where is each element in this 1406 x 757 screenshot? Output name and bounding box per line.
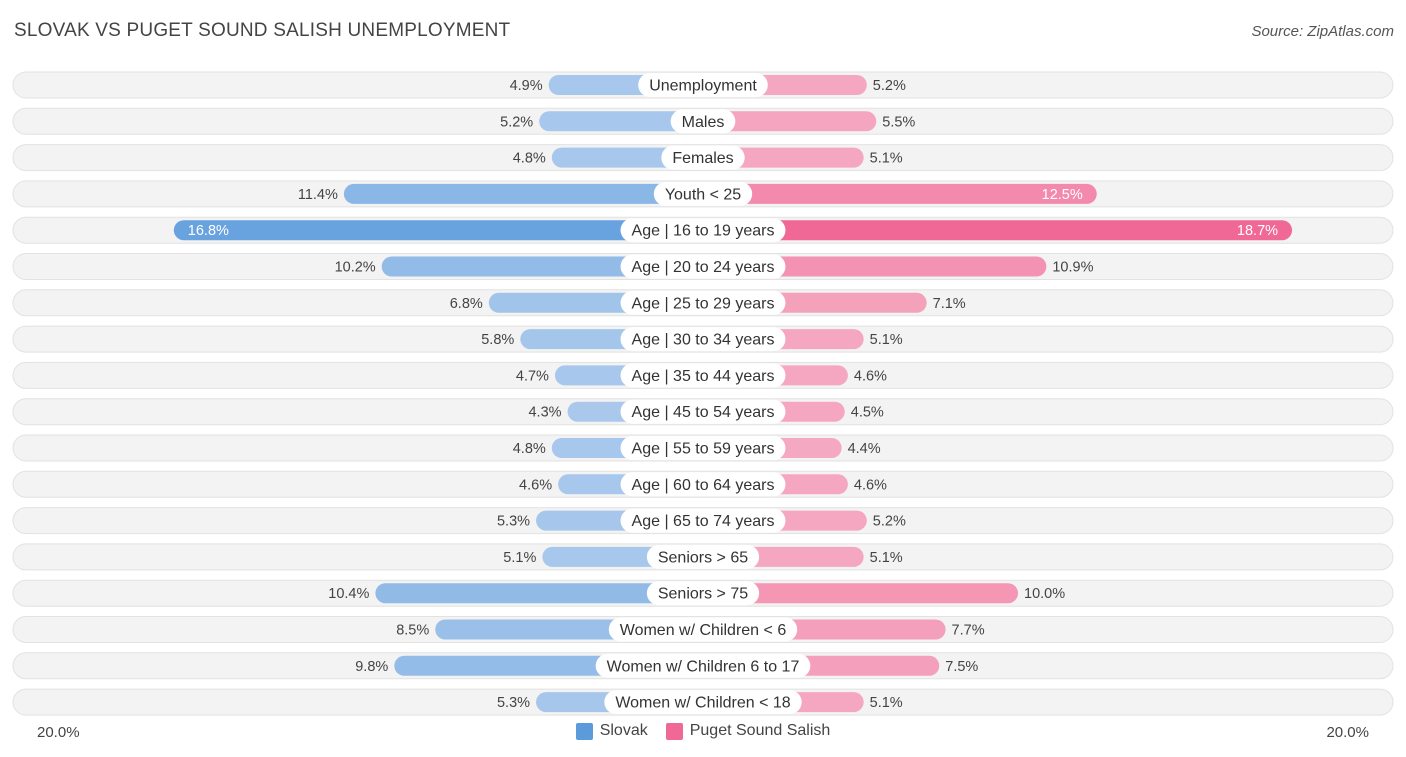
- category-pill-age-30-to-34-years: [620, 327, 786, 352]
- category-label-age-60-to-64-years: Age | 60 to 64 years: [632, 477, 775, 494]
- legend-item-puget-sound-salish[interactable]: Puget Sound Salish: [665, 722, 831, 740]
- category-pill-youth-25: [653, 181, 753, 206]
- category-pill-seniors-65: [646, 544, 760, 569]
- value-puget-sound-salish-seniors-65: 5.1%: [870, 550, 903, 566]
- category-label-age-65-to-74-years: Age | 65 to 74 years: [632, 513, 775, 530]
- chart-title: SLOVAK VS PUGET SOUND SALISH UNEMPLOYMEN…: [14, 20, 511, 41]
- category-label-males: Males: [682, 114, 725, 131]
- category-label-age-20-to-24-years: Age | 20 to 24 years: [632, 259, 775, 276]
- value-slovak-women-w-children-6-to-17: 9.8%: [355, 659, 388, 675]
- value-puget-sound-salish-unemployment: 5.2%: [873, 78, 906, 94]
- category-label-age-16-to-19-years: Age | 16 to 19 years: [632, 223, 775, 240]
- value-puget-sound-salish-age-25-to-29-years: 7.1%: [933, 296, 966, 312]
- bar-puget-sound-salish-males: [693, 111, 877, 132]
- value-slovak-age-60-to-64-years: 4.6%: [519, 477, 552, 493]
- category-label-age-35-to-44-years: Age | 35 to 44 years: [632, 368, 775, 385]
- category-pill-age-60-to-64-years: [620, 472, 786, 497]
- value-puget-sound-salish-seniors-75: 10.0%: [1024, 586, 1065, 602]
- category-pill-age-25-to-29-years: [620, 290, 786, 315]
- axis-right-max-label: 20.0%: [1326, 724, 1369, 741]
- legend-item-slovak[interactable]: Slovak: [575, 722, 648, 740]
- bar-puget-sound-salish-seniors-75: [693, 583, 1018, 604]
- value-slovak-seniors-65: 5.1%: [503, 550, 536, 566]
- value-puget-sound-salish-age-20-to-24-years: 10.9%: [1052, 260, 1093, 276]
- legend: Slovak Puget Sound Salish: [0, 722, 1406, 740]
- legend-swatch-puget-sound-salish: [665, 722, 683, 740]
- category-pill-age-65-to-74-years: [620, 508, 786, 533]
- value-puget-sound-salish-youth-25: 12.5%: [1042, 187, 1083, 203]
- bar-slovak-age-16-to-19-years: [173, 220, 714, 241]
- axis-left-max-label: 20.0%: [37, 724, 80, 741]
- value-puget-sound-salish-age-30-to-34-years: 5.1%: [870, 332, 903, 348]
- bar-puget-sound-salish-age-16-to-19-years: [693, 220, 1293, 241]
- value-puget-sound-salish-women-w-children-6: 7.7%: [952, 623, 985, 639]
- value-slovak-age-20-to-24-years: 10.2%: [335, 260, 376, 276]
- category-pill-women-w-children-6-to-17: [595, 653, 811, 678]
- value-puget-sound-salish-age-45-to-54-years: 4.5%: [851, 405, 884, 421]
- value-slovak-youth-25: 11.4%: [298, 187, 338, 203]
- category-label-youth-25: Youth < 25: [665, 186, 741, 203]
- value-slovak-age-16-to-19-years: 16.8%: [188, 223, 229, 239]
- value-puget-sound-salish-women-w-children-6-to-17: 7.5%: [945, 659, 978, 675]
- category-label-seniors-75: Seniors > 75: [658, 586, 748, 603]
- value-puget-sound-salish-females: 5.1%: [870, 151, 903, 167]
- value-puget-sound-salish-age-65-to-74-years: 5.2%: [873, 514, 906, 530]
- value-puget-sound-salish-age-16-to-19-years: 18.7%: [1237, 223, 1278, 239]
- category-pill-age-55-to-59-years: [620, 436, 786, 460]
- source-label: Source: ZipAtlas.com: [1251, 23, 1394, 40]
- category-label-age-25-to-29-years: Age | 25 to 29 years: [632, 295, 775, 312]
- category-label-age-45-to-54-years: Age | 45 to 54 years: [632, 404, 775, 421]
- category-pill-women-w-children-6: [608, 617, 798, 642]
- category-pill-women-w-children-18: [604, 690, 802, 715]
- bar-slovak-seniors-75: [375, 583, 713, 604]
- legend-swatch-slovak: [575, 722, 593, 740]
- category-label-age-55-to-59-years: Age | 55 to 59 years: [632, 441, 775, 458]
- category-pill-age-35-to-44-years: [620, 363, 786, 388]
- value-puget-sound-salish-age-35-to-44-years: 4.6%: [854, 368, 887, 384]
- value-slovak-age-45-to-54-years: 4.3%: [528, 405, 561, 421]
- category-label-women-w-children-6: Women w/ Children < 6: [620, 622, 787, 639]
- legend-label-slovak: Slovak: [599, 722, 648, 739]
- category-label-females: Females: [672, 150, 733, 167]
- bar-slovak-youth-25: [343, 183, 713, 204]
- category-pill-females: [661, 145, 745, 170]
- category-pill-unemployment: [638, 73, 768, 97]
- value-puget-sound-salish-age-60-to-64-years: 4.6%: [854, 477, 887, 493]
- category-pill-age-45-to-54-years: [620, 399, 786, 424]
- value-slovak-females: 4.8%: [513, 151, 546, 167]
- category-label-unemployment: Unemployment: [649, 78, 757, 95]
- value-puget-sound-salish-women-w-children-18: 5.1%: [870, 695, 903, 711]
- value-slovak-unemployment: 4.9%: [510, 78, 543, 94]
- category-pill-age-16-to-19-years: [620, 218, 786, 243]
- value-slovak-seniors-75: 10.4%: [328, 586, 369, 602]
- category-pill-age-20-to-24-years: [620, 254, 786, 279]
- value-slovak-age-35-to-44-years: 4.7%: [516, 368, 549, 384]
- category-label-women-w-children-18: Women w/ Children < 18: [615, 695, 790, 712]
- value-puget-sound-salish-males: 5.5%: [882, 114, 915, 130]
- value-slovak-women-w-children-18: 5.3%: [497, 695, 530, 711]
- category-label-seniors-65: Seniors > 65: [658, 549, 748, 566]
- value-slovak-age-30-to-34-years: 5.8%: [481, 332, 514, 348]
- category-pill-males: [670, 109, 736, 134]
- value-slovak-age-65-to-74-years: 5.3%: [497, 514, 530, 530]
- value-slovak-males: 5.2%: [500, 114, 533, 130]
- category-label-age-30-to-34-years: Age | 30 to 34 years: [632, 332, 775, 349]
- bar-slovak-males: [539, 111, 713, 132]
- legend-label-puget-sound-salish: Puget Sound Salish: [689, 722, 831, 739]
- category-label-women-w-children-6-to-17: Women w/ Children 6 to 17: [607, 658, 800, 675]
- value-puget-sound-salish-age-55-to-59-years: 4.4%: [848, 441, 881, 457]
- value-slovak-age-55-to-59-years: 4.8%: [513, 441, 546, 457]
- value-slovak-women-w-children-6: 8.5%: [396, 623, 429, 639]
- value-slovak-age-25-to-29-years: 6.8%: [450, 296, 483, 312]
- category-pill-seniors-75: [646, 581, 760, 606]
- bar-puget-sound-salish-youth-25: [693, 183, 1097, 204]
